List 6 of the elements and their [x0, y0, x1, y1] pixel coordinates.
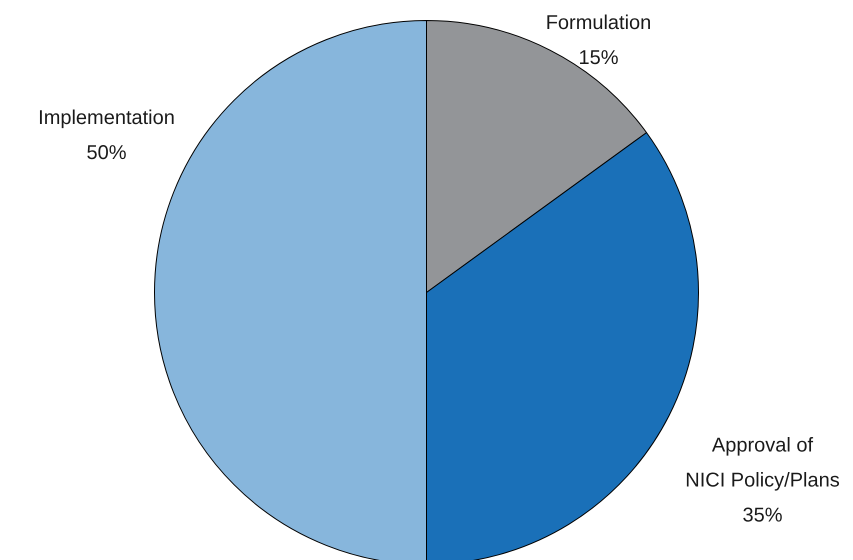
data-label: 50% — [86, 142, 127, 164]
data-label: 15% — [578, 47, 619, 70]
slice-label: Approval of NICI Policy/Plans — [685, 434, 840, 492]
slice-label: Formulation — [546, 12, 652, 34]
slice-label: Implementation — [38, 106, 175, 129]
data-label: 35% — [742, 504, 783, 527]
